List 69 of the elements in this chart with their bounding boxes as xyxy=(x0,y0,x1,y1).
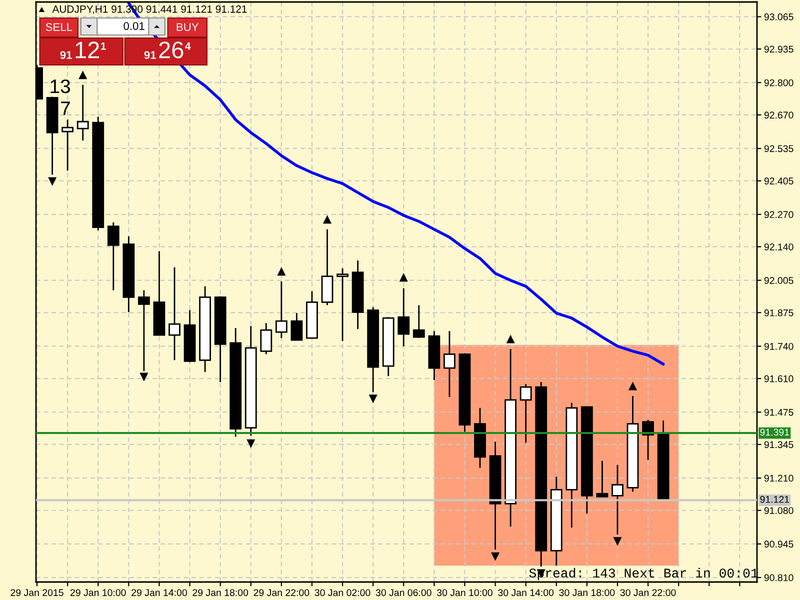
candlestick xyxy=(596,460,608,498)
y-tick-label: 91.875 xyxy=(764,309,794,316)
annotation: BUY xyxy=(176,23,199,31)
candlestick xyxy=(260,322,272,355)
x-tick-label: 29 Jan 10:00 xyxy=(70,589,126,596)
point xyxy=(613,537,622,546)
annotation: 26 xyxy=(159,42,184,58)
candlestick xyxy=(138,290,150,372)
annotation: 91 xyxy=(144,51,156,59)
candlestick xyxy=(398,288,410,347)
annotation: SELL xyxy=(46,23,72,31)
x-tick-label: 30 Jan 22:00 xyxy=(620,589,676,596)
x-tick-label: 30 Jan 06:00 xyxy=(376,589,432,596)
ref-line-label: 91.391 xyxy=(760,428,790,436)
y-tick-label: 92.935 xyxy=(764,46,794,53)
y-tick-label: 92.270 xyxy=(764,211,794,218)
point xyxy=(491,552,500,561)
candlestick xyxy=(444,330,456,398)
candlestick xyxy=(290,312,303,341)
y-tick-label: 92.140 xyxy=(764,243,794,250)
ref-line-label: 91.121 xyxy=(760,496,790,503)
y-tick-label: 91.740 xyxy=(764,342,794,350)
point xyxy=(277,267,286,276)
point xyxy=(322,215,332,224)
annotation: 1 xyxy=(101,42,106,50)
point xyxy=(48,177,57,186)
annotation: 7 xyxy=(61,102,70,116)
candlestick xyxy=(168,266,180,361)
y-tick-label: 93.065 xyxy=(764,13,794,20)
candlestick xyxy=(107,222,120,291)
y-tick-label: 92.670 xyxy=(764,112,794,119)
y-tick-label: 90.945 xyxy=(764,540,794,548)
y-tick-label: 92.535 xyxy=(764,145,794,152)
annotation: 0.01 xyxy=(124,22,144,30)
y-tick-label: 92.800 xyxy=(764,79,794,86)
annotation: 12 xyxy=(76,42,100,58)
point xyxy=(628,382,638,390)
x-tick-label: 29 Jan 18:00 xyxy=(192,589,248,596)
candlestick xyxy=(336,268,348,342)
x-tick-label: 29 Jan 22:00 xyxy=(254,589,310,596)
y-tick-label: 91.610 xyxy=(764,375,794,382)
point xyxy=(246,439,256,448)
y-tick-label: 90.810 xyxy=(764,574,794,582)
candlestick xyxy=(412,304,425,339)
y-tick-label: 91.080 xyxy=(764,507,794,514)
candlestick xyxy=(62,118,74,172)
annotation: 91 xyxy=(60,51,72,59)
x-tick-label: 30 Jan 18:00 xyxy=(559,589,615,596)
candlestick xyxy=(612,464,624,536)
annotation: 4 xyxy=(185,42,191,50)
candlestick xyxy=(76,84,89,142)
y-tick-label: 91.475 xyxy=(764,408,794,416)
x-tick-label: 29 Jan 2015 xyxy=(10,589,64,596)
annotation: 13 xyxy=(50,79,70,94)
point xyxy=(368,394,378,404)
x-tick-label: 29 Jan 14:00 xyxy=(132,589,187,596)
point xyxy=(399,273,408,282)
point xyxy=(140,372,148,382)
point xyxy=(506,334,515,344)
x-tick-label: 30 Jan 14:00 xyxy=(498,589,554,596)
y-tick-label: 91.345 xyxy=(764,441,794,448)
candlestick xyxy=(275,280,288,339)
candlestick xyxy=(520,383,532,444)
x-tick-label: 30 Jan 02:00 xyxy=(314,589,370,596)
point xyxy=(78,70,88,80)
x-tick-label: 30 Jan 10:00 xyxy=(436,589,492,596)
y-tick-label: 92.405 xyxy=(764,178,794,184)
y-tick-label: 92.005 xyxy=(764,277,794,284)
y-tick-label: 91.210 xyxy=(764,474,794,482)
